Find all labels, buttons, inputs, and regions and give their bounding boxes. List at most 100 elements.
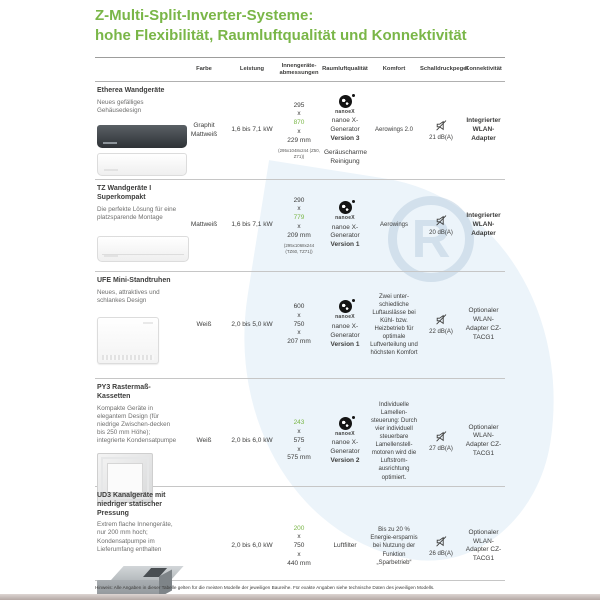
product-name: TZ Wandgeräte I Superkompakt [97,185,152,201]
air-version: Version 3 [330,134,360,142]
nanoe-x-wordmark: nanoeX [335,314,355,321]
table-header-row: Farbe Leistung Innengeräte-abmessungen R… [95,58,505,82]
db-value: 26 dB(A) [429,550,453,557]
raumluftqualitaet-value: nanoeX nanoe X-Generator Version 1 [322,299,368,349]
air-version: Version 1 [330,241,360,249]
dim-sep: x [297,110,301,118]
product-description: Neues, attraktives und schlankes Design [97,288,160,304]
raumluftqualitaet-value: Luftfilter [322,542,368,551]
dim-sep: x [297,445,301,453]
abmessungen-value: 290 x 779 x 209 mm (295x1068x244 (TZ60, … [276,197,322,255]
dim-sep: x [297,550,301,558]
dim-height: 600 [293,303,305,311]
air-generator: nanoe X-Generator [330,223,360,240]
farbe-value: Graphit Mattweiß [190,121,218,138]
dim-height-highlight: 200 [293,524,305,532]
schalldruckpegel-value: 26 dB(A) [420,535,462,558]
leistung-value: 2,0 bis 6,0 kW [231,436,273,444]
dim-sep: x [297,205,301,213]
dim-sep: x [297,127,301,135]
nanoe-x-logo-icon [338,415,355,430]
dim-depth: 575 mm [287,454,311,462]
dim-sep: x [297,311,301,319]
footer-note: Hinweis: Alle Angaben in dieser Tabelle … [95,585,435,590]
py3-cassette-image [97,453,153,504]
db-value: 27 dB(A) [429,445,453,452]
speaker-mute-icon [422,430,460,443]
speaker-mute-icon [422,119,460,132]
speaker-mute-icon [422,535,460,548]
table-row-tz: TZ Wandgeräte I Superkompakt Die perfekt… [95,180,505,272]
page-bottom-edge [0,594,600,600]
etherea-graphite-unit-image [97,125,187,149]
dim-sep: x [297,533,301,541]
raumluftqualitaet-value: nanoeX nanoe X-Generator Version 2 [322,415,368,466]
db-value: 21 dB(A) [429,134,453,141]
dim-height-highlight: 243 [293,419,305,427]
column-header-komfort: Komfort [382,66,406,73]
db-value: 22 dB(A) [429,329,453,336]
dim-width-highlight: 870 [293,119,305,127]
registered-trademark-watermark: R [388,196,474,282]
leistung-value: 1,6 bis 7,1 kW [231,221,273,229]
air-extra: Luftfilter [333,542,357,550]
air-generator: nanoe X-Generator [330,323,360,339]
konnektivitaet-value: Optionaler WLAN-Adapter CZ-TACG1 [465,423,502,457]
air-version: Version 2 [330,456,360,464]
nanoe-x-wordmark: nanoeX [335,214,355,221]
product-description: Neues gefälliges Gehäusedesign [97,98,144,114]
product-cell: PY3 Rastermaß-Kassetten Kompakte Geräte … [95,379,180,504]
dim-depth: 440 mm [287,559,311,567]
dim-width: 750 [293,320,305,328]
dim-depth: 209 mm [287,231,311,239]
table-row-etherea: Etherea Wandgeräte Neues gefälliges Gehä… [95,82,505,180]
page-title-line1: Z-Multi-Split-Inverter-Systeme: [95,7,314,24]
product-cell: Etherea Wandgeräte Neues gefälliges Gehä… [95,82,187,177]
table-row-ud3: UD3 Kanalgeräte mit niedriger statischer… [95,487,505,600]
product-description: Die perfekte Lösung für eine platzsparen… [97,205,177,221]
komfort-value: Aerowings [379,222,408,229]
nanoe-x-logo-icon [338,299,355,314]
tz-white-unit-image [97,235,189,262]
nanoe-x-logo-icon [338,93,355,108]
komfort-value: Zwei unter-schiedliche Luftauslässe bei … [370,293,418,357]
nanoe-x-wordmark: nanoeX [335,430,355,437]
air-generator: nanoe X-Generator [330,117,360,134]
komfort-value: Aerowings 2.0 [374,127,414,134]
page-title-line2: hohe Flexibilität, Raumluftqualität und … [95,26,467,44]
leistung-value: 1,6 bis 7,1 kW [231,126,273,134]
schalldruckpegel-value: 22 dB(A) [420,313,462,336]
db-value: 20 dB(A) [429,229,453,236]
product-cell: UD3 Kanalgeräte mit niedriger statischer… [95,487,184,600]
product-description: Kompakte Geräte in elegantem Design (für… [97,404,177,445]
konnektivitaet-value: Integrierter WLAN-Adapter [466,117,501,142]
leistung-value: 2,0 bis 5,0 kW [231,320,273,328]
product-name: PY3 Rastermaß-Kassetten [97,384,151,400]
raumluftqualitaet-value: nanoeX nanoe X-Generator Version 3 Geräu… [322,93,368,167]
dim-width: 750 [293,542,305,550]
etherea-white-unit-image [97,153,187,177]
farbe-value: Mattweiß [190,221,218,229]
air-generator: nanoe X-Generator [330,439,360,456]
table-row-ufe: UFE Mini-Standtruhen Neues, attraktives … [95,272,505,379]
column-header-farbe: Farbe [196,66,212,73]
product-name: Etherea Wandgeräte [97,87,165,94]
page-title: Z-Multi-Split-Inverter-Systeme: hohe Fle… [95,6,515,45]
schalldruckpegel-value: 21 dB(A) [420,119,462,142]
dim-sep: x [297,329,301,337]
air-version: Version 1 [330,340,360,348]
abmessungen-value: 600 x 750 x 207 mm [276,303,322,347]
schalldruckpegel-value: 20 dB(A) [420,214,462,237]
komfort-value: Individuelle Lamellen-steuerung: Durch v… [370,401,418,481]
ufe-console-image [97,317,159,365]
konnektivitaet-value: Optionaler WLAN-Adapter CZ-TACG1 [465,528,502,563]
speaker-mute-icon [422,214,460,227]
dim-depth: 229 mm [287,136,311,144]
column-header-abmessungen: Innengeräte-abmessungen [279,62,319,76]
dim-height: 290 [293,196,305,204]
product-cell: TZ Wandgeräte I Superkompakt Die perfekt… [95,180,189,262]
dim-sep: x [297,428,301,436]
raumluftqualitaet-value: nanoeX nanoe X-Generator Version 1 [322,199,368,250]
leistung-value: 2,0 bis 6,0 kW [231,542,273,550]
